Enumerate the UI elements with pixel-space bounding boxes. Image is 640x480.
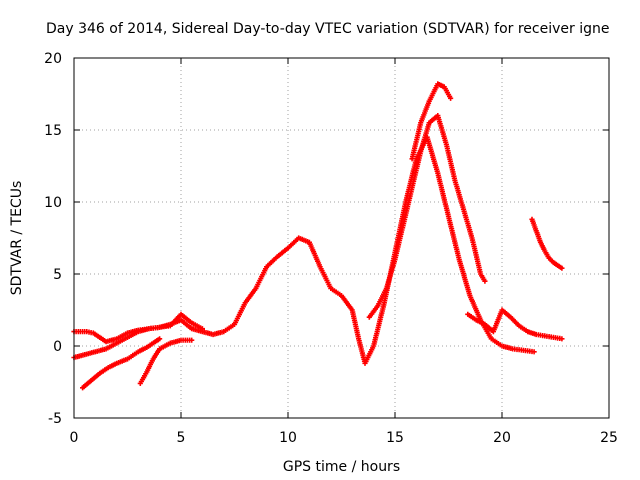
series-track-main xyxy=(71,134,537,366)
series-markers xyxy=(80,336,163,391)
plot-frame xyxy=(73,57,610,419)
x-tick-label: 0 xyxy=(70,430,79,446)
data-points xyxy=(71,81,565,391)
x-tick-label: 20 xyxy=(493,430,511,446)
y-tick-label: 20 xyxy=(44,51,62,67)
y-tick-label: 5 xyxy=(53,267,62,283)
series-track-top xyxy=(409,81,454,162)
series-markers xyxy=(529,216,565,271)
series-track-peak xyxy=(366,113,488,320)
y-tick-label: 15 xyxy=(44,123,62,139)
grid-lines xyxy=(74,58,609,418)
y-tick-label: 10 xyxy=(44,195,62,211)
y-axis-label: SDTVAR / TECUs xyxy=(9,181,25,296)
series-markers xyxy=(71,134,537,366)
y-tick-label: 0 xyxy=(53,339,62,355)
y-tick-label: -5 xyxy=(48,411,62,427)
series-markers xyxy=(409,81,454,162)
series-track-late xyxy=(465,307,565,342)
series-markers xyxy=(137,337,195,386)
chart-title: Day 346 of 2014, Sidereal Day-to-day VTE… xyxy=(46,21,609,37)
series-track-right xyxy=(529,216,565,271)
x-tick-label: 25 xyxy=(600,430,618,446)
axis-ticks: 0 5 10 15 20 25 -5 0 5 10 15 20 xyxy=(44,51,618,446)
series-track-mid xyxy=(137,337,195,386)
x-tick-label: 15 xyxy=(386,430,404,446)
series-markers xyxy=(366,113,488,320)
series-markers xyxy=(465,307,565,342)
x-tick-label: 5 xyxy=(177,430,186,446)
x-axis-label: GPS time / hours xyxy=(283,459,400,475)
series-track-low xyxy=(80,336,163,391)
x-tick-label: 10 xyxy=(279,430,297,446)
